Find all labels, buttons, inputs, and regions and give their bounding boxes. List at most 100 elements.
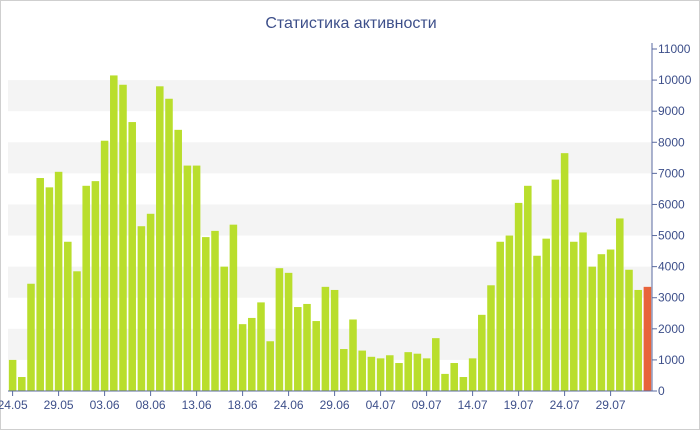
bar: [119, 84, 127, 391]
bar: [128, 122, 136, 391]
chart-title: Статистика активности: [265, 15, 437, 32]
y-tick-label: 1000: [658, 353, 685, 367]
bar-highlight: [643, 286, 652, 391]
x-tick-label: 09.07: [412, 398, 442, 412]
grid-band: [8, 80, 652, 112]
bar: [487, 285, 495, 391]
bar: [478, 314, 486, 391]
bar: [248, 317, 256, 391]
bar: [634, 289, 642, 391]
bar: [376, 358, 385, 391]
x-tick-label: 29.07: [596, 398, 626, 412]
bar: [284, 272, 293, 391]
bar: [542, 238, 550, 391]
bar: [579, 232, 587, 391]
bar: [496, 241, 504, 391]
bar: [330, 289, 339, 391]
x-tick-label: 24.07: [550, 398, 580, 412]
bar: [468, 358, 477, 391]
y-tick-label: 4000: [658, 260, 685, 274]
bar: [441, 373, 449, 391]
bar: [45, 187, 54, 391]
bar: [82, 185, 90, 391]
y-axis: 0 1000 2000 3000 4000 5000 6000 7000 8000 9000 100…: [651, 42, 692, 398]
y-tick-label: 5000: [658, 229, 685, 243]
x-tick-label: 24.05: [0, 398, 28, 412]
y-tick-label: 2000: [658, 322, 685, 336]
bar: [386, 355, 394, 391]
bar: [275, 268, 284, 391]
bar: [303, 303, 311, 391]
bar: [340, 349, 348, 391]
bar: [597, 254, 606, 391]
bar: [588, 266, 596, 391]
bar: [220, 266, 228, 391]
bar: [156, 86, 164, 391]
y-tick-label: 8000: [658, 135, 685, 149]
y-tick-label: 3000: [658, 291, 685, 305]
y-tick-label: 10000: [658, 73, 692, 87]
bar: [36, 178, 44, 391]
bar: [395, 363, 403, 391]
bar: [570, 241, 578, 391]
bar: [100, 140, 109, 391]
bar: [349, 319, 357, 391]
bar: [459, 377, 468, 391]
y-tick-label: 7000: [658, 166, 685, 180]
bar: [367, 356, 376, 391]
bar: [625, 269, 633, 391]
bar: [27, 283, 35, 391]
bar: [146, 213, 155, 391]
x-tick-label: 24.06: [274, 398, 304, 412]
bar: [54, 171, 63, 391]
bar: [202, 237, 210, 391]
x-axis: 24.05 29.05 03.06 08.06 13.06 18.06 24.06 29.06…: [0, 390, 652, 412]
bar: [560, 153, 569, 391]
y-tick-label: 9000: [658, 104, 685, 118]
bar: [616, 218, 624, 391]
bar: [312, 321, 320, 391]
bar: [524, 185, 532, 391]
bar: [606, 249, 615, 391]
x-tick-label: 29.05: [44, 398, 74, 412]
bar: [257, 302, 265, 391]
bar: [192, 165, 201, 391]
bar: [174, 129, 182, 391]
bar: [505, 235, 514, 391]
bar: [266, 341, 274, 391]
x-tick-label: 04.07: [366, 398, 396, 412]
bar: [321, 286, 330, 391]
bar: [294, 307, 302, 391]
y-tick-label: 11000: [658, 42, 691, 56]
bar: [404, 352, 412, 391]
bar: [514, 202, 523, 391]
x-tick-label: 08.06: [136, 398, 166, 412]
x-tick-label: 18.06: [228, 398, 258, 412]
bar: [110, 75, 118, 392]
bar: [18, 377, 26, 391]
bar: [165, 98, 173, 391]
bar: [137, 226, 146, 391]
bar: [450, 363, 458, 391]
bar: [413, 353, 422, 391]
bar: [432, 338, 440, 391]
bar: [533, 255, 541, 391]
bar: [551, 179, 560, 391]
x-tick-label: 19.07: [504, 398, 534, 412]
bar: [422, 358, 431, 391]
bar: [64, 241, 72, 391]
x-tick-label: 03.06: [90, 398, 120, 412]
y-tick-label: 0: [658, 384, 665, 398]
bar: [211, 230, 219, 391]
bars: [8, 75, 652, 392]
bar: [91, 181, 100, 391]
bar: [73, 271, 81, 391]
x-tick-label: 14.07: [458, 398, 488, 412]
bar: [8, 359, 17, 391]
bar: [229, 224, 238, 391]
y-tick-label: 6000: [658, 197, 685, 211]
bar: [238, 324, 247, 391]
bar: [183, 165, 192, 391]
x-tick-label: 29.06: [320, 398, 350, 412]
